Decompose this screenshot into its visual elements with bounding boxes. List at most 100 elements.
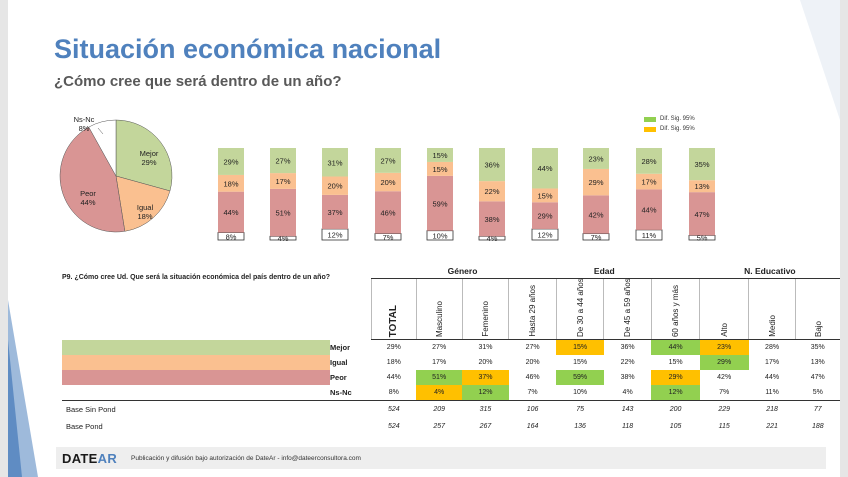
col-header-femenino: Femenino: [461, 278, 509, 340]
base-value-bajo: 188: [811, 422, 824, 430]
cell-ns-nc-hasta-29-anos: 7%: [527, 389, 538, 396]
cell-igual-medio: 17%: [765, 359, 780, 366]
bar-60-anos-y-mas-igual: [532, 188, 558, 203]
pie-label-mejor: Mejor: [140, 149, 159, 158]
cell-ns-nc-60-anos-y-mas: 12%: [651, 385, 700, 401]
pie-label-ns-nc: Ns-Nc: [74, 115, 95, 124]
table-group-edad: Edad: [508, 263, 700, 279]
bar-label-femenino-peor: 37%: [327, 208, 342, 217]
col-header-label: Medio: [767, 315, 777, 337]
footer: DATEAR Publicación y difusión bajo autor…: [56, 447, 826, 469]
cell-peor-bajo: 47%: [810, 374, 825, 381]
cell-mejor-de-30-a-44-anos: 15%: [556, 339, 604, 355]
bar-label-de-45-a-59-anos-ns-nc: 4%: [487, 234, 498, 243]
base-value-alto: 229: [699, 400, 749, 418]
bar-hasta-29-anos-mejor: [375, 148, 401, 173]
row-label-peor: Peor: [330, 373, 347, 382]
bar-label-de-30-a-44-anos-ns-nc: 10%: [432, 231, 447, 240]
bar-label-alto-igual: 29%: [588, 178, 603, 187]
table-row-mejor: Mejor 29% 27% 31% 27% 15% 36% 44% 23% 28% 35%: [62, 339, 840, 355]
bar-label-total-ns-nc: 8%: [226, 232, 237, 241]
bar-label-total-igual: 18%: [223, 179, 238, 188]
cell-ns-nc-masculino: 4%: [416, 385, 463, 401]
pie-slice-igual: [115, 175, 171, 232]
col-header-label: TOTAL: [388, 304, 400, 337]
pie-value-mejor: 29%: [141, 158, 156, 167]
bar-femenino-mejor: [322, 148, 348, 177]
bar-de-45-a-59-anos-igual: [479, 181, 505, 202]
cell-igual-femenino: 20%: [478, 359, 493, 366]
table-row-igual: Igual 18% 17% 20% 20% 15% 22% 15% 29% 17% 13%: [62, 355, 840, 370]
page-subtitle: ¿Cómo cree que será dentro de un año?: [54, 73, 342, 90]
col-header-bajo: Bajo: [795, 278, 840, 340]
bar-label-hasta-29-anos-ns-nc: 7%: [383, 233, 394, 242]
cell-mejor-total: 29%: [386, 344, 401, 351]
bar-label-alto-ns-nc: 7%: [591, 233, 602, 242]
cell-peor-masculino: 51%: [416, 370, 463, 385]
bar-label-femenino-igual: 20%: [327, 182, 342, 191]
bar-masculino-mejor: [270, 148, 296, 174]
bar-de-30-a-44-anos-igual: [427, 161, 453, 176]
col-header-alto: Alto: [699, 278, 749, 340]
cell-mejor-hasta-29-anos: 27%: [525, 344, 540, 351]
cell-peor-hasta-29-anos: 46%: [525, 374, 540, 381]
bar-alto-peor: [583, 195, 609, 234]
cell-mejor-alto: 23%: [699, 339, 749, 355]
cell-mejor-medio: 28%: [765, 344, 780, 351]
bar-bajo-peor: [689, 192, 715, 236]
col-header-label: Hasta 29 años: [528, 285, 538, 337]
base-value-hasta-29-anos: 106: [508, 400, 557, 418]
col-header-total: TOTAL: [370, 278, 417, 340]
cell-mejor-60-anos-y-mas: 44%: [651, 339, 700, 355]
bar-total-peor: [218, 191, 244, 233]
right-decoration: [800, 0, 840, 120]
bar-medio-peor: [636, 189, 662, 230]
cell-ns-nc-alto: 7%: [719, 389, 730, 396]
bar-label-de-30-a-44-anos-mejor: 15%: [432, 151, 447, 160]
bar-de-30-a-44-anos-mejor: [427, 148, 453, 162]
col-header-label: Femenino: [480, 301, 490, 337]
table-base-row-base-pond: Base Pond 524 257 267 164 136 118 105 115 221 188: [62, 418, 840, 435]
row-swatch-mejor: [62, 339, 331, 355]
bar-total-igual: [218, 174, 244, 192]
bar-masculino-ns-nc: [269, 235, 297, 241]
pie-value-igual: 18%: [137, 212, 152, 221]
base-label: Base Pond: [66, 421, 103, 431]
bar-alto-mejor: [583, 148, 609, 169]
bar-label-bajo-ns-nc: 5%: [697, 234, 708, 243]
pie-slice-ns-nc: [88, 119, 117, 177]
results-table: P9. ¿Cómo cree Ud. Que será la situación…: [62, 263, 840, 435]
bar-label-alto-peor: 42%: [588, 210, 603, 219]
row-swatch-peor: [62, 370, 331, 385]
base-value-femenino: 315: [462, 400, 509, 418]
bar-label-alto-mejor: 23%: [588, 154, 603, 163]
cell-ns-nc-de-45-a-59-anos: 4%: [622, 389, 633, 396]
bar-label-medio-mejor: 28%: [641, 157, 656, 166]
col-header-masculino: Masculino: [415, 278, 463, 340]
cell-mejor-de-45-a-59-anos: 36%: [620, 344, 635, 351]
base-value-femenino: 267: [479, 422, 492, 430]
col-header-label: Alto: [719, 323, 729, 337]
legend-label-orange: Dif. Sig. 95%: [660, 126, 695, 132]
cell-peor-de-30-a-44-anos: 59%: [556, 370, 604, 385]
pie-slice-peor: [59, 126, 126, 233]
base-value-total: 524: [387, 422, 400, 430]
table-row-peor: Peor 44% 51% 37% 46% 59% 38% 29% 42% 44% 47%: [62, 370, 840, 385]
bar-label-hasta-29-anos-peor: 46%: [380, 208, 395, 217]
col-header-medio: Medio: [748, 278, 796, 340]
bar-bajo-igual: [689, 180, 715, 193]
row-swatch-igual: [62, 355, 331, 370]
table-group-header: P9. ¿Cómo cree Ud. Que será la situación…: [62, 263, 840, 281]
legend-label-green: Dif. Sig. 95%: [660, 116, 695, 122]
bar-masculino-igual: [270, 173, 296, 189]
cell-mejor-femenino: 31%: [478, 344, 493, 351]
row-label-mejor: Mejor: [330, 342, 351, 352]
base-value-medio: 218: [748, 400, 796, 418]
bar-label-medio-peor: 44%: [641, 206, 656, 215]
cell-igual-alto: 29%: [699, 355, 749, 370]
bar-label-medio-igual: 17%: [641, 178, 656, 187]
base-value-60-anos-y-mas: 200: [651, 400, 700, 418]
base-value-medio: 221: [766, 422, 778, 430]
bar-bajo-mejor: [689, 148, 715, 181]
